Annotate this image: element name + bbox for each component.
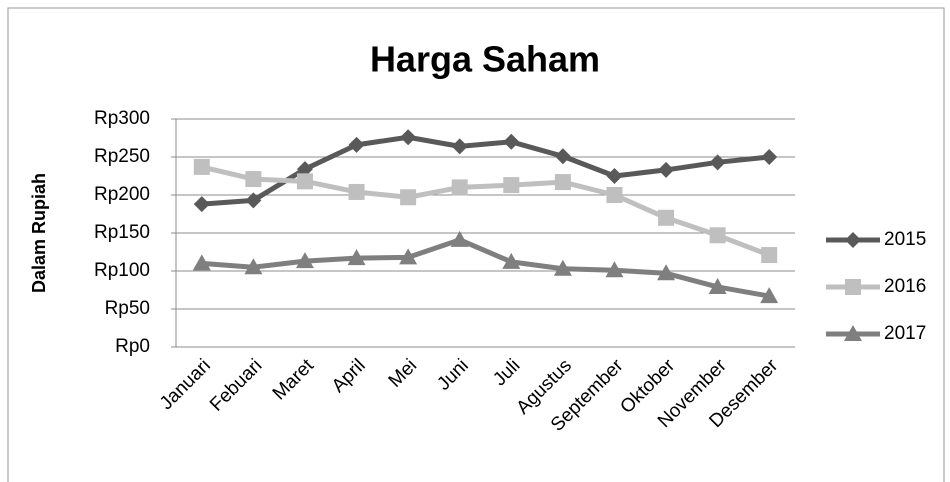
marker (502, 252, 521, 269)
marker (193, 196, 210, 213)
y-axis-title: Dalam Rupiah (29, 173, 49, 293)
marker (348, 183, 365, 200)
y-tick-label: Rp250 (94, 146, 150, 167)
marker (709, 227, 726, 244)
legend-label: 2017 (884, 323, 926, 344)
series-line (201, 134, 770, 207)
marker (451, 179, 468, 196)
legend-label: 2016 (884, 276, 926, 297)
series-line (201, 237, 770, 299)
marker (708, 277, 727, 294)
series-line (201, 164, 771, 258)
marker (606, 168, 623, 184)
marker (245, 171, 262, 188)
marker (348, 136, 365, 153)
marker (450, 230, 469, 247)
marker (503, 177, 520, 194)
marker (554, 174, 571, 191)
marker (245, 192, 262, 209)
marker (657, 264, 676, 281)
marker (503, 133, 520, 150)
marker (296, 161, 313, 178)
marker (400, 189, 417, 206)
marker (844, 325, 862, 341)
marker (761, 149, 778, 165)
marker (658, 209, 675, 226)
marker (244, 258, 263, 275)
marker (554, 148, 571, 165)
y-tick-label: Rp0 (115, 336, 150, 357)
marker (760, 287, 779, 304)
legend-label: 2015 (884, 229, 926, 250)
y-tick-label: Rp300 (94, 108, 150, 129)
marker (845, 279, 861, 295)
marker (399, 248, 418, 265)
marker (709, 154, 726, 171)
marker (296, 173, 313, 190)
marker (451, 138, 468, 155)
marker (400, 129, 417, 146)
y-tick-label: Rp150 (94, 222, 150, 243)
y-tick-label: Rp100 (94, 260, 150, 281)
marker (606, 187, 623, 203)
marker (658, 161, 675, 178)
y-tick-label: Rp50 (105, 298, 150, 319)
chart-title: Harga Saham (370, 39, 600, 80)
marker (761, 247, 778, 264)
marker (192, 254, 211, 271)
marker (347, 249, 366, 266)
marker (605, 261, 624, 278)
marker (553, 259, 572, 276)
y-tick-label: Rp200 (94, 184, 150, 205)
marker (845, 232, 861, 248)
marker (193, 158, 210, 175)
marker (295, 252, 314, 269)
